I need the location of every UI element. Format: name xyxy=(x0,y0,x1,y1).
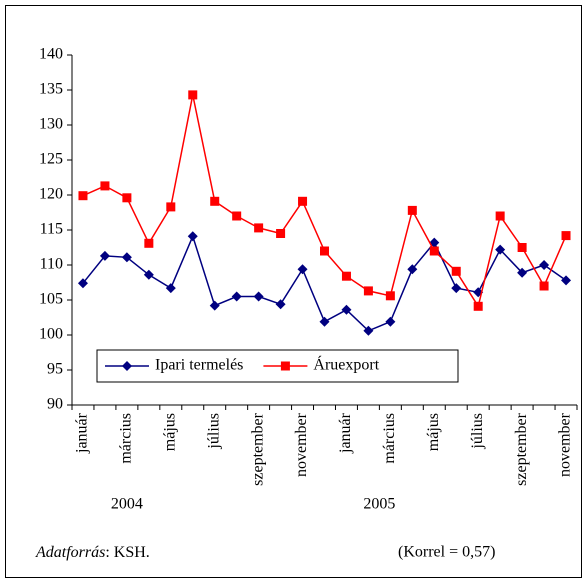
note: (Korrel = 0,57) xyxy=(398,544,495,561)
y-tick-label: 115 xyxy=(40,221,63,238)
year-label: 2004 xyxy=(111,496,143,513)
marker xyxy=(385,316,396,327)
marker xyxy=(231,291,242,302)
y-tick-label: 125 xyxy=(39,151,63,168)
marker xyxy=(319,316,330,327)
x-tick-label: november xyxy=(557,412,574,477)
x-tick-label: november xyxy=(293,412,310,477)
marker xyxy=(209,300,220,311)
marker xyxy=(561,231,571,241)
marker xyxy=(341,271,351,281)
marker xyxy=(320,246,329,256)
marker xyxy=(429,246,439,256)
marker xyxy=(517,267,528,278)
marker xyxy=(254,223,264,233)
y-tick-label: 105 xyxy=(39,291,63,308)
x-tick-label: január xyxy=(74,412,91,454)
marker xyxy=(77,278,88,289)
x-tick-label: január xyxy=(337,412,354,454)
marker xyxy=(188,90,198,100)
marker xyxy=(297,264,308,275)
y-tick-label: 140 xyxy=(39,46,63,63)
marker xyxy=(298,196,308,206)
x-tick-label: május xyxy=(161,413,178,451)
marker xyxy=(253,291,264,302)
source-text: : KSH. xyxy=(105,544,149,561)
marker xyxy=(495,211,505,221)
marker xyxy=(451,266,461,276)
y-tick-label: 120 xyxy=(39,186,63,203)
y-tick-label: 130 xyxy=(39,116,63,133)
marker xyxy=(385,291,395,301)
x-tick-label: március xyxy=(118,413,135,464)
x-tick-label: július xyxy=(205,413,222,450)
marker xyxy=(407,205,417,215)
y-tick-label: 95 xyxy=(47,361,63,378)
marker xyxy=(100,181,110,191)
y-tick-label: 90 xyxy=(47,396,63,413)
marker xyxy=(473,301,483,311)
marker xyxy=(143,269,154,280)
marker xyxy=(210,196,220,206)
marker xyxy=(280,361,290,371)
x-tick-label: július xyxy=(469,413,486,450)
marker xyxy=(122,193,132,203)
chart-border xyxy=(5,5,582,578)
legend-label: Áruexport xyxy=(313,355,379,374)
y-tick-label: 135 xyxy=(39,81,63,98)
marker xyxy=(539,260,550,270)
marker xyxy=(78,191,88,201)
marker xyxy=(451,283,462,294)
marker xyxy=(144,238,154,248)
marker xyxy=(165,283,176,294)
x-tick-label: március xyxy=(381,413,398,464)
marker xyxy=(275,299,286,310)
source: Adatforrás: KSH. xyxy=(35,544,150,561)
marker xyxy=(539,281,549,291)
legend-label: Ipari termelés xyxy=(155,357,243,374)
marker xyxy=(363,325,374,336)
marker xyxy=(276,229,286,238)
marker xyxy=(166,202,176,212)
x-tick-label: május xyxy=(425,413,442,451)
marker xyxy=(561,275,572,286)
x-tick-label: szeptember xyxy=(249,412,266,486)
marker xyxy=(495,244,506,255)
marker xyxy=(517,243,527,252)
marker xyxy=(363,286,373,296)
marker xyxy=(232,211,242,221)
marker xyxy=(121,252,132,263)
marker xyxy=(187,231,198,242)
y-tick-label: 110 xyxy=(40,256,63,273)
source-label: Adatforrás xyxy=(35,544,105,561)
y-tick-label: 100 xyxy=(39,326,63,343)
marker xyxy=(407,264,418,275)
year-label: 2005 xyxy=(363,496,395,513)
marker xyxy=(341,304,352,315)
marker xyxy=(99,250,110,261)
x-tick-label: szeptember xyxy=(513,412,530,486)
marker xyxy=(122,361,132,371)
